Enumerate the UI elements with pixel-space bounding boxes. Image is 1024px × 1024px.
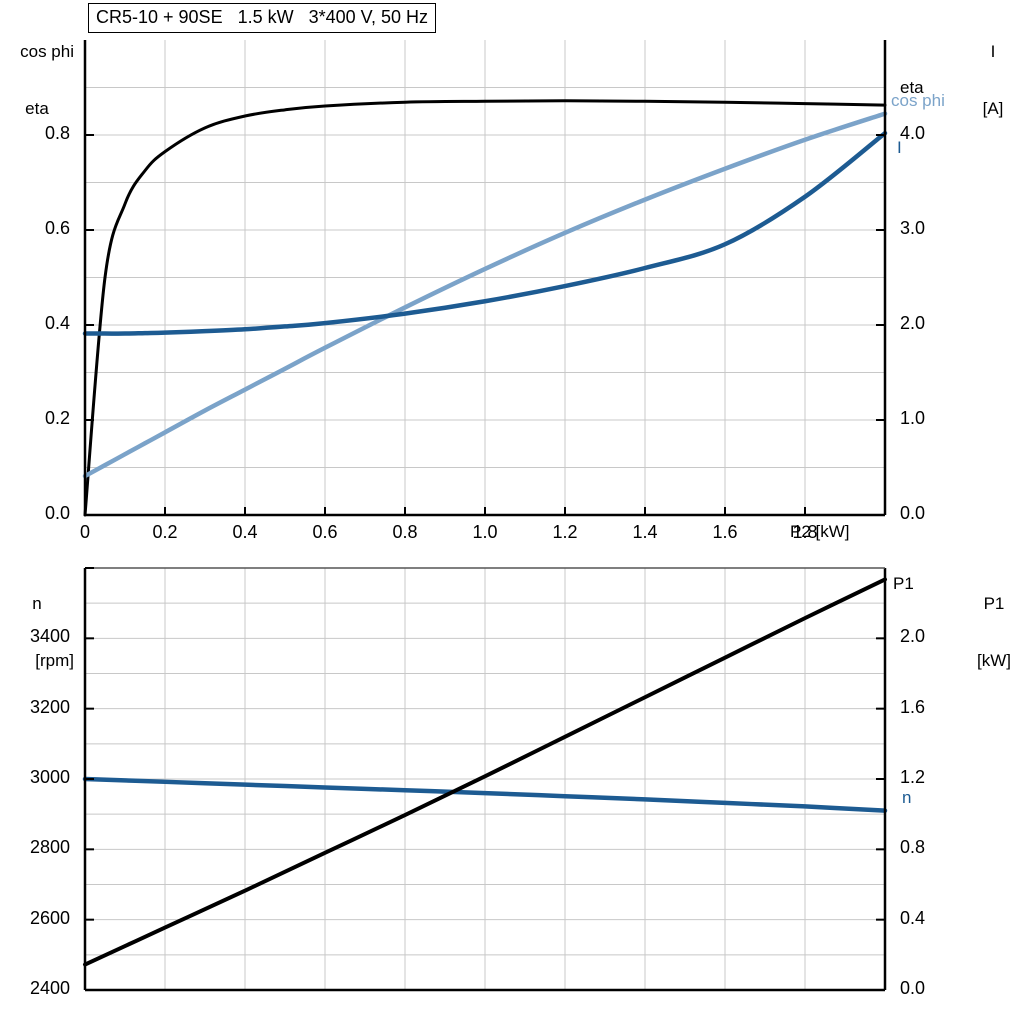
bottom-right-tick-label: 1.2 — [900, 767, 926, 787]
top-x-tick-label: 0.8 — [392, 522, 418, 542]
bottom-right-axis-title: P1 [kW] — [965, 556, 1023, 708]
top-x-tick-label: 1.6 — [712, 522, 738, 542]
bottom-right-tick-label: 1.6 — [900, 696, 926, 717]
bottom-left-axis-title-line2: [rpm] — [35, 651, 74, 671]
top-left-axis-title-line2: eta — [25, 99, 49, 119]
top-left-tick-label: 0.8 — [44, 123, 70, 143]
bottom-curves — [82, 577, 888, 967]
top-series-eta — [83, 99, 887, 517]
top-chart-panel: cos phi eta I [A] CR5-10 + 90SE 1.5 kW 3… — [0, 3, 1021, 542]
bottom-left-tick-label: 3200 — [29, 696, 70, 717]
top-left-tick-label: 0.2 — [44, 408, 70, 428]
top-x-tick-label: 0.6 — [312, 522, 338, 542]
top-x-tick-label: 0.4 — [232, 522, 258, 542]
bottom-left-tick-label: 2600 — [29, 907, 70, 928]
series-label-p1: P1 — [893, 574, 914, 593]
top-x-axis-title: P2 [kW] — [790, 522, 850, 541]
bottom-grid-lines — [85, 568, 885, 990]
series-label-speed: n — [902, 788, 912, 807]
series-label-current: I — [897, 138, 902, 157]
chart-title-box: CR5-10 + 90SE 1.5 kW 3*400 V, 50 Hz — [88, 3, 437, 33]
top-x-tick-label: 1.4 — [632, 522, 658, 542]
top-axis-ticks — [84, 134, 886, 516]
top-left-tick-label: 0.0 — [44, 503, 70, 523]
bottom-left-tick-label: 2800 — [29, 837, 70, 858]
bottom-left-tick-label: 3000 — [29, 767, 70, 787]
bottom-right-tick-label: 0.4 — [900, 907, 926, 928]
top-right-tick-label: 0.0 — [900, 503, 926, 523]
bottom-series-P1 — [83, 577, 887, 967]
bottom-right-axis-title-line1: P1 — [983, 594, 1005, 614]
bottom-left-tick-label: 3400 — [29, 626, 70, 647]
bottom-left-axis-title-line1: n — [32, 594, 42, 614]
bottom-chart-panel: n [rpm] P1 [kW] 2400 2600 2800 3000 3200 3400… — [0, 550, 1024, 1024]
top-right-axis-title-line2: [A] — [982, 99, 1004, 119]
top-x-tick-label: 1.8 — [792, 522, 818, 542]
bottom-left-axis-title: n [rpm] — [0, 556, 74, 708]
top-left-axis-title: cos phi eta — [0, 4, 74, 156]
top-x-tick-label: 1.2 — [552, 522, 578, 542]
bottom-right-tick-label: 2.0 — [900, 626, 926, 647]
bottom-chart-canvas — [82, 567, 888, 992]
top-left-tick-label: 0.4 — [44, 313, 70, 333]
top-right-tick-label: 4.0 — [900, 123, 926, 143]
top-x-tick-label: 0.2 — [152, 522, 178, 542]
bottom-left-tick-label: 2400 — [29, 978, 70, 998]
top-right-tick-label: 3.0 — [900, 218, 926, 238]
top-series-I — [82, 130, 888, 336]
top-x-tick-label: 1.0 — [472, 522, 498, 542]
series-label-eta: eta — [900, 78, 924, 97]
bottom-series-n — [82, 776, 888, 813]
top-x-tick-label: 0 — [79, 522, 90, 542]
top-chart-canvas — [82, 40, 888, 517]
bottom-right-tick-label: 0.0 — [900, 978, 926, 998]
bottom-right-axis-title-line2: [kW] — [977, 651, 1011, 671]
series-label-cos-phi: cos phi — [891, 91, 945, 110]
top-left-axis-title-line1: cos phi — [20, 42, 74, 62]
top-left-tick-label: 0.6 — [44, 218, 70, 238]
top-right-tick-label: 2.0 — [900, 313, 926, 333]
top-series-cos-phi — [82, 111, 888, 479]
bottom-right-tick-label: 0.8 — [900, 837, 926, 858]
top-grid-lines — [85, 40, 885, 515]
top-right-axis-title: I [A] — [965, 4, 1021, 156]
top-right-tick-label: 1.0 — [900, 408, 926, 428]
top-curves — [82, 99, 888, 517]
bottom-axis-ticks — [85, 567, 885, 991]
top-right-axis-title-line1: I — [990, 42, 996, 62]
